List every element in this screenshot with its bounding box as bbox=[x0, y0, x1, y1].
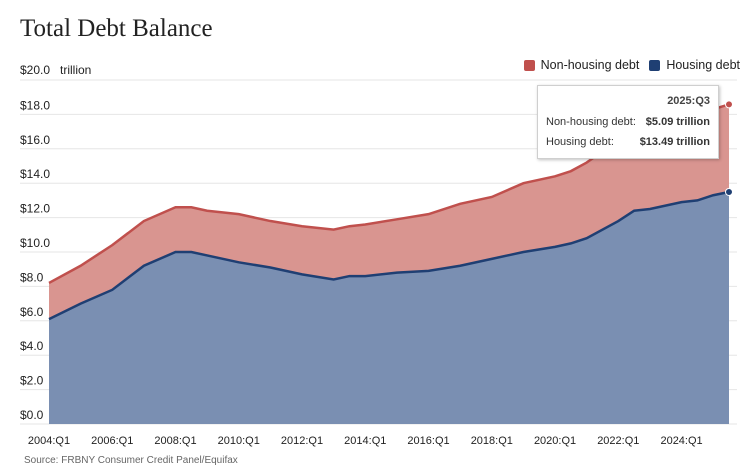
y-tick-label: $12.0 bbox=[20, 202, 50, 216]
tooltip-value-non-housing: $5.09 trillion bbox=[645, 116, 710, 128]
tooltip-label-non-housing: Non-housing debt: bbox=[546, 116, 636, 128]
y-tick-label: $2.0 bbox=[20, 374, 44, 388]
x-tick-label: 2006:Q1 bbox=[91, 435, 133, 447]
y-tick-label: $6.0 bbox=[20, 305, 44, 319]
x-tick-label: 2010:Q1 bbox=[218, 435, 260, 447]
x-tick-label: 2004:Q1 bbox=[28, 435, 70, 447]
y-tick-label: $8.0 bbox=[20, 270, 44, 284]
chart-legend: Non-housing debt Housing debt bbox=[514, 58, 740, 72]
tooltip-row-non-housing: Non-housing debt: $5.09 trillion bbox=[546, 116, 710, 128]
x-tick-label: 2014:Q1 bbox=[344, 435, 386, 447]
non-housing-end-point bbox=[725, 100, 733, 109]
legend-label-non-housing: Non-housing debt bbox=[540, 58, 640, 72]
tooltip-period: 2025:Q3 bbox=[667, 95, 710, 107]
housing-area bbox=[49, 191, 729, 424]
x-tick-label: 2018:Q1 bbox=[471, 435, 513, 447]
y-tick-label: $4.0 bbox=[20, 339, 44, 353]
x-tick-label: 2022:Q1 bbox=[597, 435, 639, 447]
legend-label-housing: Housing debt bbox=[666, 58, 740, 72]
legend-swatch-non-housing bbox=[523, 59, 535, 71]
tooltip-value-housing: $13.49 trillion bbox=[639, 136, 710, 148]
y-tick-label: $10.0 bbox=[20, 236, 50, 250]
legend-swatch-housing bbox=[649, 59, 661, 71]
y-tick-label: $16.0 bbox=[20, 133, 50, 147]
x-tick-label: 2024:Q1 bbox=[660, 435, 702, 447]
x-tick-label: 2008:Q1 bbox=[154, 435, 196, 447]
legend-item-non-housing[interactable]: Non-housing debt bbox=[523, 58, 640, 72]
y-tick-label: $0.0 bbox=[20, 408, 44, 422]
legend-item-housing[interactable]: Housing debt bbox=[649, 58, 740, 72]
y-tick-label: $14.0 bbox=[20, 167, 50, 181]
housing-end-point bbox=[725, 187, 733, 196]
x-tick-label: 2020:Q1 bbox=[534, 435, 576, 447]
x-tick-label: 2012:Q1 bbox=[281, 435, 323, 447]
y-unit-label: trillion bbox=[60, 63, 92, 77]
source-note: Source: FRBNY Consumer Credit Panel/Equi… bbox=[24, 455, 238, 466]
chart-title: Total Debt Balance bbox=[20, 15, 213, 42]
y-tick-label: $18.0 bbox=[20, 98, 50, 112]
tooltip-label-housing: Housing debt: bbox=[546, 136, 614, 148]
data-tooltip: 2025:Q3 Non-housing debt: $5.09 trillion… bbox=[537, 85, 719, 159]
tooltip-row-housing: Housing debt: $13.49 trillion bbox=[546, 136, 710, 148]
y-tick-label: $20.0 bbox=[20, 63, 50, 77]
x-tick-label: 2016:Q1 bbox=[407, 435, 449, 447]
housing-line bbox=[48, 190, 730, 321]
